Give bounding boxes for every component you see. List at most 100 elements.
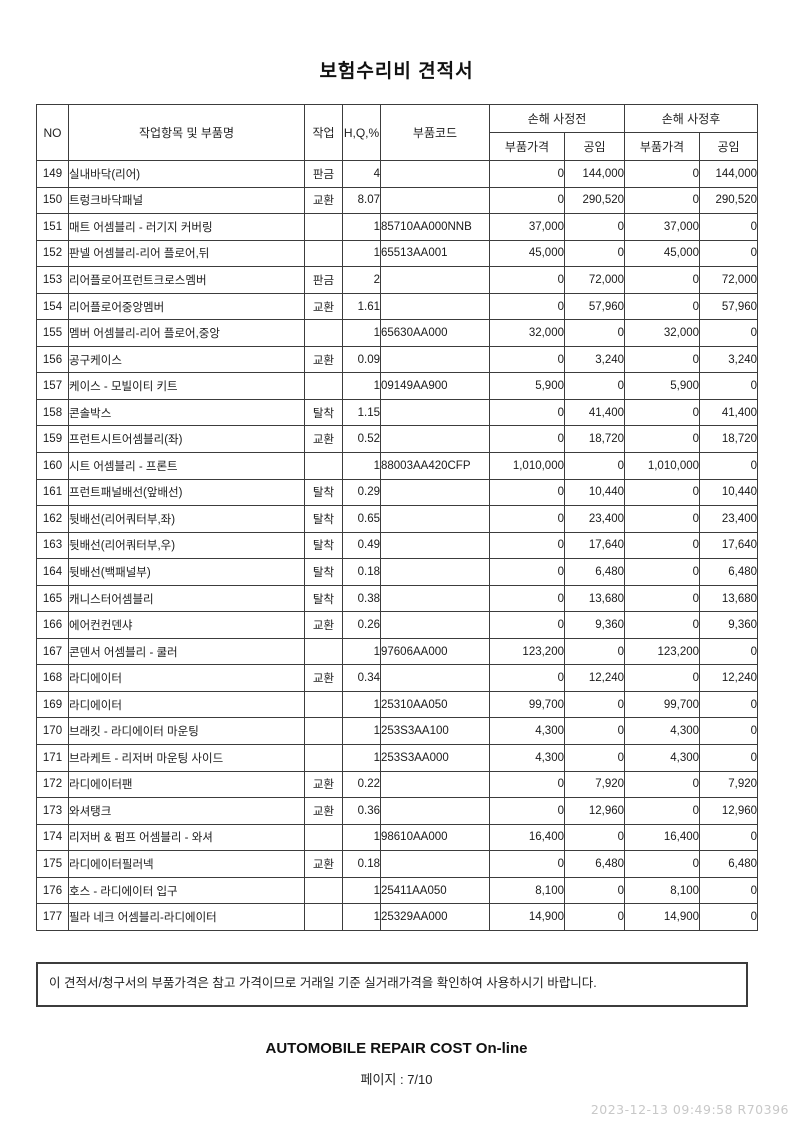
table-row: 155 멤버 어셈블리-리어 플로어,중앙 1 65630AA000 32,00…: [36, 319, 759, 347]
table-row: 161 프런트패널배선(앞배선) 탈착 0.29 0 10,440 0 10,4…: [36, 478, 759, 507]
cell-after-labor: 41,400: [699, 398, 759, 427]
cell-before-labor: 41,400: [563, 398, 626, 427]
cell-after-labor: 3,240: [699, 345, 759, 374]
cell-before-labor: 9,360: [563, 611, 626, 639]
cell-before-labor: 6,480: [563, 558, 626, 586]
cell-after-part-price: 14,900: [624, 903, 701, 931]
cell-hq-percent: 1: [342, 372, 381, 400]
cell-part-code: [380, 611, 490, 639]
cell-after-part-price: 32,000: [624, 319, 701, 347]
cell-no: 173: [36, 797, 69, 825]
cell-work-type: 교환: [304, 292, 343, 321]
cell-after-part-price: 16,400: [624, 823, 701, 852]
cell-no: 154: [36, 292, 69, 321]
cell-work-type: [304, 372, 343, 400]
cell-after-part-price: 45,000: [624, 239, 701, 268]
cell-before-part-price: 1,010,000: [489, 452, 565, 480]
cell-after-part-price: 1,010,000: [624, 452, 701, 480]
cell-item-name: 브래킷 - 라디에이터 마운팅: [68, 717, 305, 746]
cell-work-type: 교환: [304, 770, 343, 799]
table-row: 159 프런트시트어셈블리(좌) 교환 0.52 0 18,720 0 18,7…: [36, 425, 759, 454]
cell-work-type: 탈착: [304, 558, 343, 586]
cell-hq-percent: 0.22: [342, 770, 381, 799]
cell-part-code: [380, 478, 490, 507]
cell-after-part-price: 0: [624, 266, 701, 294]
cell-no: 161: [36, 478, 69, 507]
cell-item-name: 와셔탱크: [68, 797, 305, 825]
cell-item-name: 공구케이스: [68, 345, 305, 374]
cell-item-name: 매트 어셈블리 - 러기지 커버링: [68, 213, 305, 241]
cell-part-code: 25310AA050: [380, 690, 490, 719]
cell-part-code: 65513AA001: [380, 239, 490, 268]
cell-after-part-price: 0: [624, 292, 701, 321]
cell-no: 175: [36, 850, 69, 878]
cell-before-labor: 10,440: [563, 478, 626, 507]
cell-before-part-price: 123,200: [489, 637, 565, 666]
cell-work-type: 탈착: [304, 531, 343, 560]
cell-item-name: 라디에이터: [68, 664, 305, 692]
cell-before-labor: 0: [563, 903, 626, 931]
cell-part-code: 25329AA000: [380, 903, 490, 931]
cell-part-code: [380, 664, 490, 692]
col-header-no: NO: [36, 104, 69, 161]
cell-before-labor: 3,240: [563, 345, 626, 374]
cell-part-code: [380, 398, 490, 427]
cell-work-type: 교환: [304, 611, 343, 639]
cell-work-type: 교환: [304, 425, 343, 454]
cell-no: 163: [36, 531, 69, 560]
cell-part-code: 88003AA420CFP: [380, 452, 490, 480]
cell-before-part-price: 45,000: [489, 239, 565, 268]
cell-after-part-price: 4,300: [624, 717, 701, 746]
cell-no: 176: [36, 876, 69, 905]
cell-hq-percent: 1.15: [342, 398, 381, 427]
cell-hq-percent: 1: [342, 319, 381, 347]
cell-before-labor: 144,000: [563, 160, 626, 188]
cell-no: 174: [36, 823, 69, 852]
col-header-hq: H,Q,%: [342, 104, 381, 161]
cell-before-part-price: 8,100: [489, 876, 565, 905]
cell-after-part-price: 123,200: [624, 637, 701, 666]
notice-text: 이 견적서/청구서의 부품가격은 참고 가격이므로 거래일 기준 실거래가격을 …: [49, 976, 597, 990]
cell-item-name: 리어플로어중앙멤버: [68, 292, 305, 321]
cell-part-code: [380, 505, 490, 533]
cell-part-code: [380, 558, 490, 586]
cell-work-type: [304, 213, 343, 241]
table-row: 166 에어컨컨덴샤 교환 0.26 0 9,360 0 9,360: [36, 611, 759, 639]
cell-part-code: [380, 797, 490, 825]
cell-work-type: 교환: [304, 850, 343, 878]
cell-part-code: [380, 292, 490, 321]
cell-before-labor: 17,640: [563, 531, 626, 560]
cell-before-labor: 72,000: [563, 266, 626, 294]
cell-before-part-price: 14,900: [489, 903, 565, 931]
cell-after-part-price: 0: [624, 345, 701, 374]
table-row: 163 뒷배선(리어쿼터부,우) 탈착 0.49 0 17,640 0 17,6…: [36, 531, 759, 560]
col-header-item: 작업항목 및 부품명: [68, 104, 305, 161]
cell-hq-percent: 1: [342, 823, 381, 852]
cell-no: 149: [36, 160, 69, 188]
cell-no: 164: [36, 558, 69, 586]
cell-after-labor: 0: [699, 690, 759, 719]
table-header: NO 작업항목 및 부품명 작업 H,Q,% 부품코드 손해 사정전 손해 사정…: [36, 104, 759, 161]
cell-part-code: [380, 186, 490, 215]
table-row: 151 매트 어셈블리 - 러기지 커버링 1 85710AA000NNB 37…: [36, 213, 759, 241]
page-title: 보험수리비 견적서: [319, 61, 474, 82]
cell-before-labor: 0: [563, 372, 626, 400]
cell-after-labor: 144,000: [699, 160, 759, 188]
table-row: 149 실내바닥(리어) 판금 4 0 144,000 0 144,000: [36, 160, 759, 188]
cell-before-labor: 0: [563, 452, 626, 480]
estimate-table-body: 149 실내바닥(리어) 판금 4 0 144,000 0 144,000 15…: [36, 160, 759, 931]
cell-item-name: 케이스 - 모빌이티 키트: [68, 372, 305, 400]
cell-after-part-price: 5,900: [624, 372, 701, 400]
cell-hq-percent: 0.38: [342, 584, 381, 613]
cell-after-part-price: 0: [624, 558, 701, 586]
cell-work-type: 탈착: [304, 505, 343, 533]
cell-before-labor: 0: [563, 717, 626, 746]
cell-part-code: 98610AA000: [380, 823, 490, 852]
cell-no: 169: [36, 690, 69, 719]
cell-after-labor: 0: [699, 903, 759, 931]
table-row: 157 케이스 - 모빌이티 키트 1 09149AA900 5,900 0 5…: [36, 372, 759, 400]
cell-after-part-price: 0: [624, 186, 701, 215]
table-row: 173 와셔탱크 교환 0.36 0 12,960 0 12,960: [36, 797, 759, 825]
cell-after-labor: 17,640: [699, 531, 759, 560]
table-row: 168 라디에이터 교환 0.34 0 12,240 0 12,240: [36, 664, 759, 692]
